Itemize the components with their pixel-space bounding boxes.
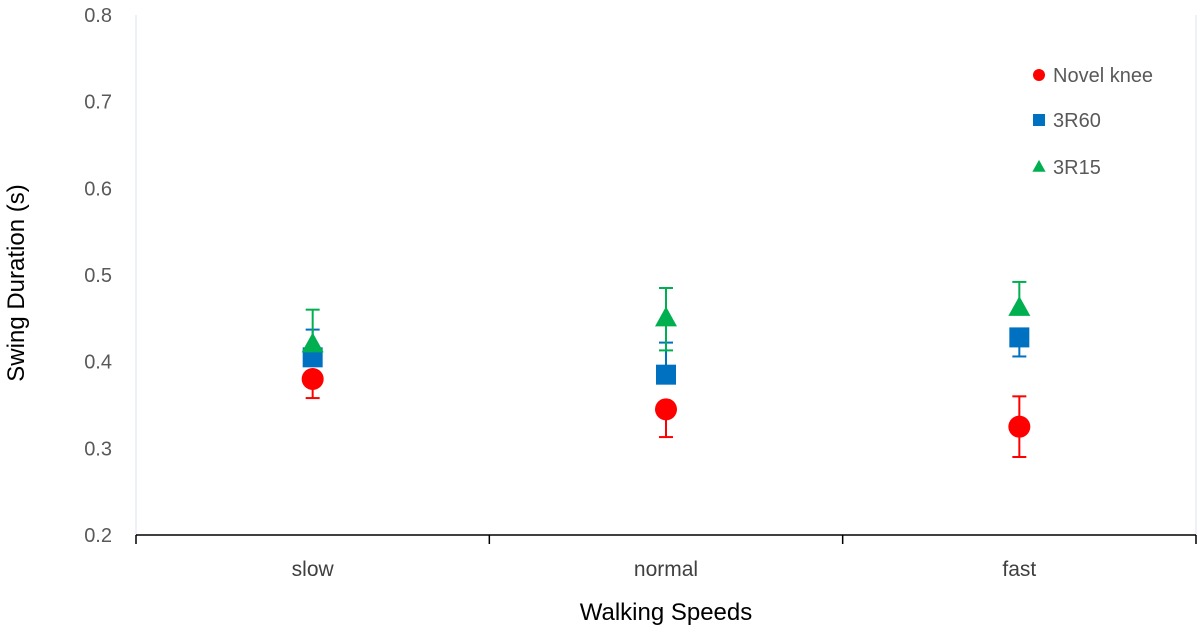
y-axis-tick-labels: 0.2 0.3 0.4 0.5 0.6 0.7 0.8 — [84, 5, 112, 547]
legend-label: 3R60 — [1053, 110, 1101, 132]
y-tick-label: 0.8 — [84, 5, 112, 27]
data-point — [656, 364, 676, 385]
x-axis: slow normal fast — [135, 534, 1197, 581]
y-axis-title: Swing Duration (s) — [3, 184, 30, 381]
x-category-label: fast — [1002, 558, 1036, 581]
data-points — [301, 296, 1031, 438]
data-point — [301, 368, 324, 390]
legend-label: Novel knee — [1053, 65, 1153, 87]
data-point — [1008, 296, 1031, 316]
legend-marker — [1033, 114, 1045, 126]
y-tick-label: 0.4 — [84, 352, 112, 374]
data-point — [1009, 327, 1030, 348]
data-point — [655, 306, 677, 327]
x-category-label: normal — [634, 558, 698, 581]
x-category-label: slow — [292, 558, 335, 581]
legend-marker — [1032, 159, 1046, 172]
x-axis-title: Walking Speeds — [580, 599, 753, 626]
data-point — [301, 332, 324, 353]
data-point — [1008, 415, 1031, 438]
data-point — [655, 398, 677, 421]
y-tick-label: 0.2 — [84, 525, 112, 547]
y-tick-label: 0.3 — [84, 438, 112, 460]
y-tick-label: 0.6 — [84, 178, 112, 200]
legend-marker — [1033, 69, 1045, 81]
legend-label: 3R15 — [1053, 157, 1101, 179]
y-tick-label: 0.7 — [84, 92, 112, 114]
y-tick-label: 0.5 — [84, 265, 112, 287]
legend: Novel knee 3R60 3R15 — [1032, 65, 1153, 179]
data-point — [302, 347, 323, 368]
